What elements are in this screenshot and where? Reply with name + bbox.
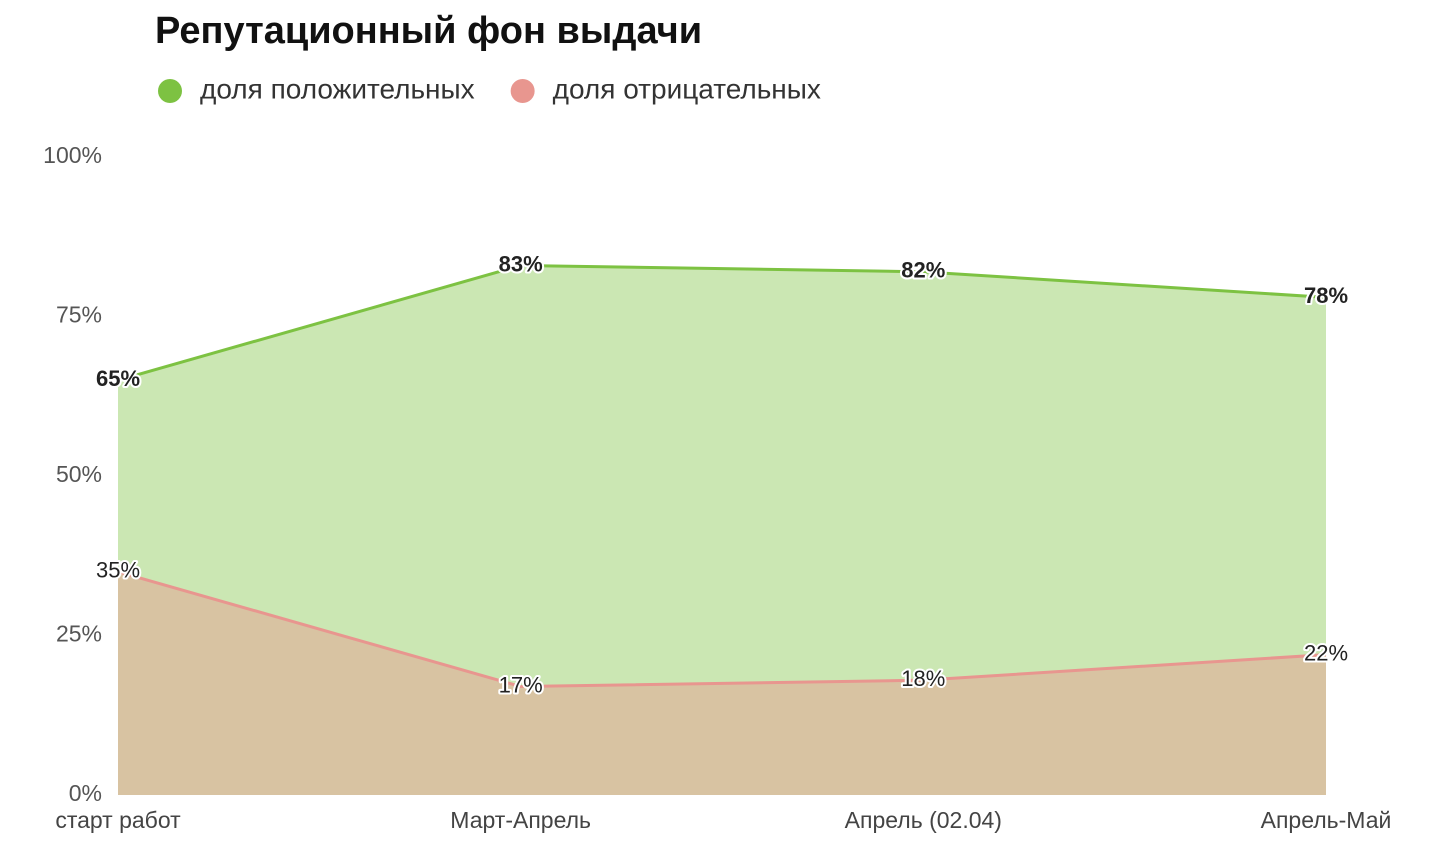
legend-marker: [510, 79, 535, 103]
series-line: [117, 263, 1327, 382]
legend-marker: [158, 79, 182, 103]
x-tick-label: Апрель-Май: [1261, 807, 1392, 833]
y-tick-label: 100%: [43, 142, 102, 168]
series-line: [117, 570, 1327, 689]
data-label: 78%: [1304, 283, 1348, 308]
data-label: 22%: [1304, 640, 1348, 665]
legend-label: доля положительных: [200, 73, 475, 104]
data-label: 65%: [96, 366, 140, 391]
y-tick-label: 50%: [56, 461, 102, 487]
x-tick-label: Март-Апрель: [450, 807, 591, 833]
data-label: 35%: [96, 558, 140, 583]
data-label: 18%: [901, 666, 945, 691]
x-tick-label: Апрель (02.04): [845, 807, 1002, 833]
data-label: 83%: [499, 251, 543, 276]
x-tick-label: старт работ: [55, 807, 181, 833]
data-label: 82%: [901, 258, 945, 283]
data-label: 17%: [499, 672, 543, 697]
y-tick-label: 75%: [56, 302, 102, 328]
chart-title: Репутационный фон выдачи: [155, 10, 702, 52]
y-tick-label: 0%: [69, 780, 102, 806]
legend-label: доля отрицательных: [553, 73, 821, 104]
area-fill: [118, 265, 1326, 796]
y-tick-label: 25%: [56, 621, 102, 647]
